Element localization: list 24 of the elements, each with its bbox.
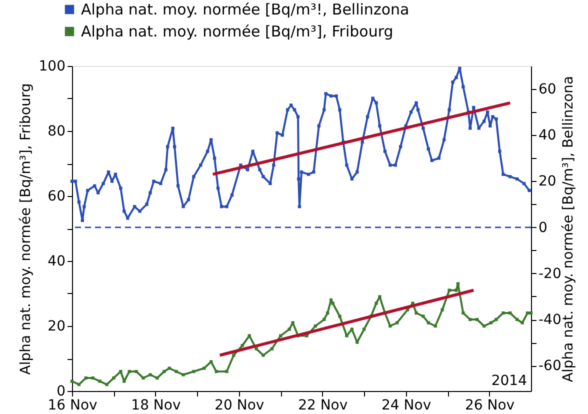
x-tick-label: 26 Nov [464, 398, 515, 414]
x-tick-label: 22 Nov [298, 398, 348, 414]
y2-tick-label: -40 [538, 312, 562, 328]
y2-tick-label: 40 [538, 128, 556, 144]
y-tick-label: 80 [48, 124, 66, 140]
y2-axis-title: Alpha nat. moy. normée [Bq/m³], Bellinzona [560, 76, 576, 382]
y-tick-label: 20 [48, 318, 66, 334]
y2-tick-label: 60 [538, 82, 556, 98]
legend-label: Alpha nat. moy. normée [Bq/m³], Fribourg [81, 22, 394, 40]
y2-tick-label: -60 [538, 358, 562, 374]
y-tick-label: 40 [48, 254, 66, 270]
x-tick-label: 24 Nov [382, 398, 432, 414]
annotation: 2014 [491, 373, 528, 389]
y-tick-label: 100 [38, 58, 66, 74]
y-tick-label: 0 [56, 384, 66, 400]
y2-tick-label: -20 [538, 266, 562, 282]
x-tick-label: 16 Nov [48, 398, 98, 414]
legend-label: Alpha nat. moy. normée [Bq/m³!, Bellinzona [81, 0, 410, 18]
x-tick-label: 18 Nov [131, 398, 181, 414]
y2-tick-label: 0 [538, 220, 548, 236]
y-axis-title: Alpha nat. moy. normée [Bq/m³], Fribourg [18, 83, 34, 375]
y2-tick-label: 20 [538, 174, 556, 190]
y-tick-label: 60 [48, 188, 66, 204]
x-tick-label: 20 Nov [214, 398, 264, 414]
